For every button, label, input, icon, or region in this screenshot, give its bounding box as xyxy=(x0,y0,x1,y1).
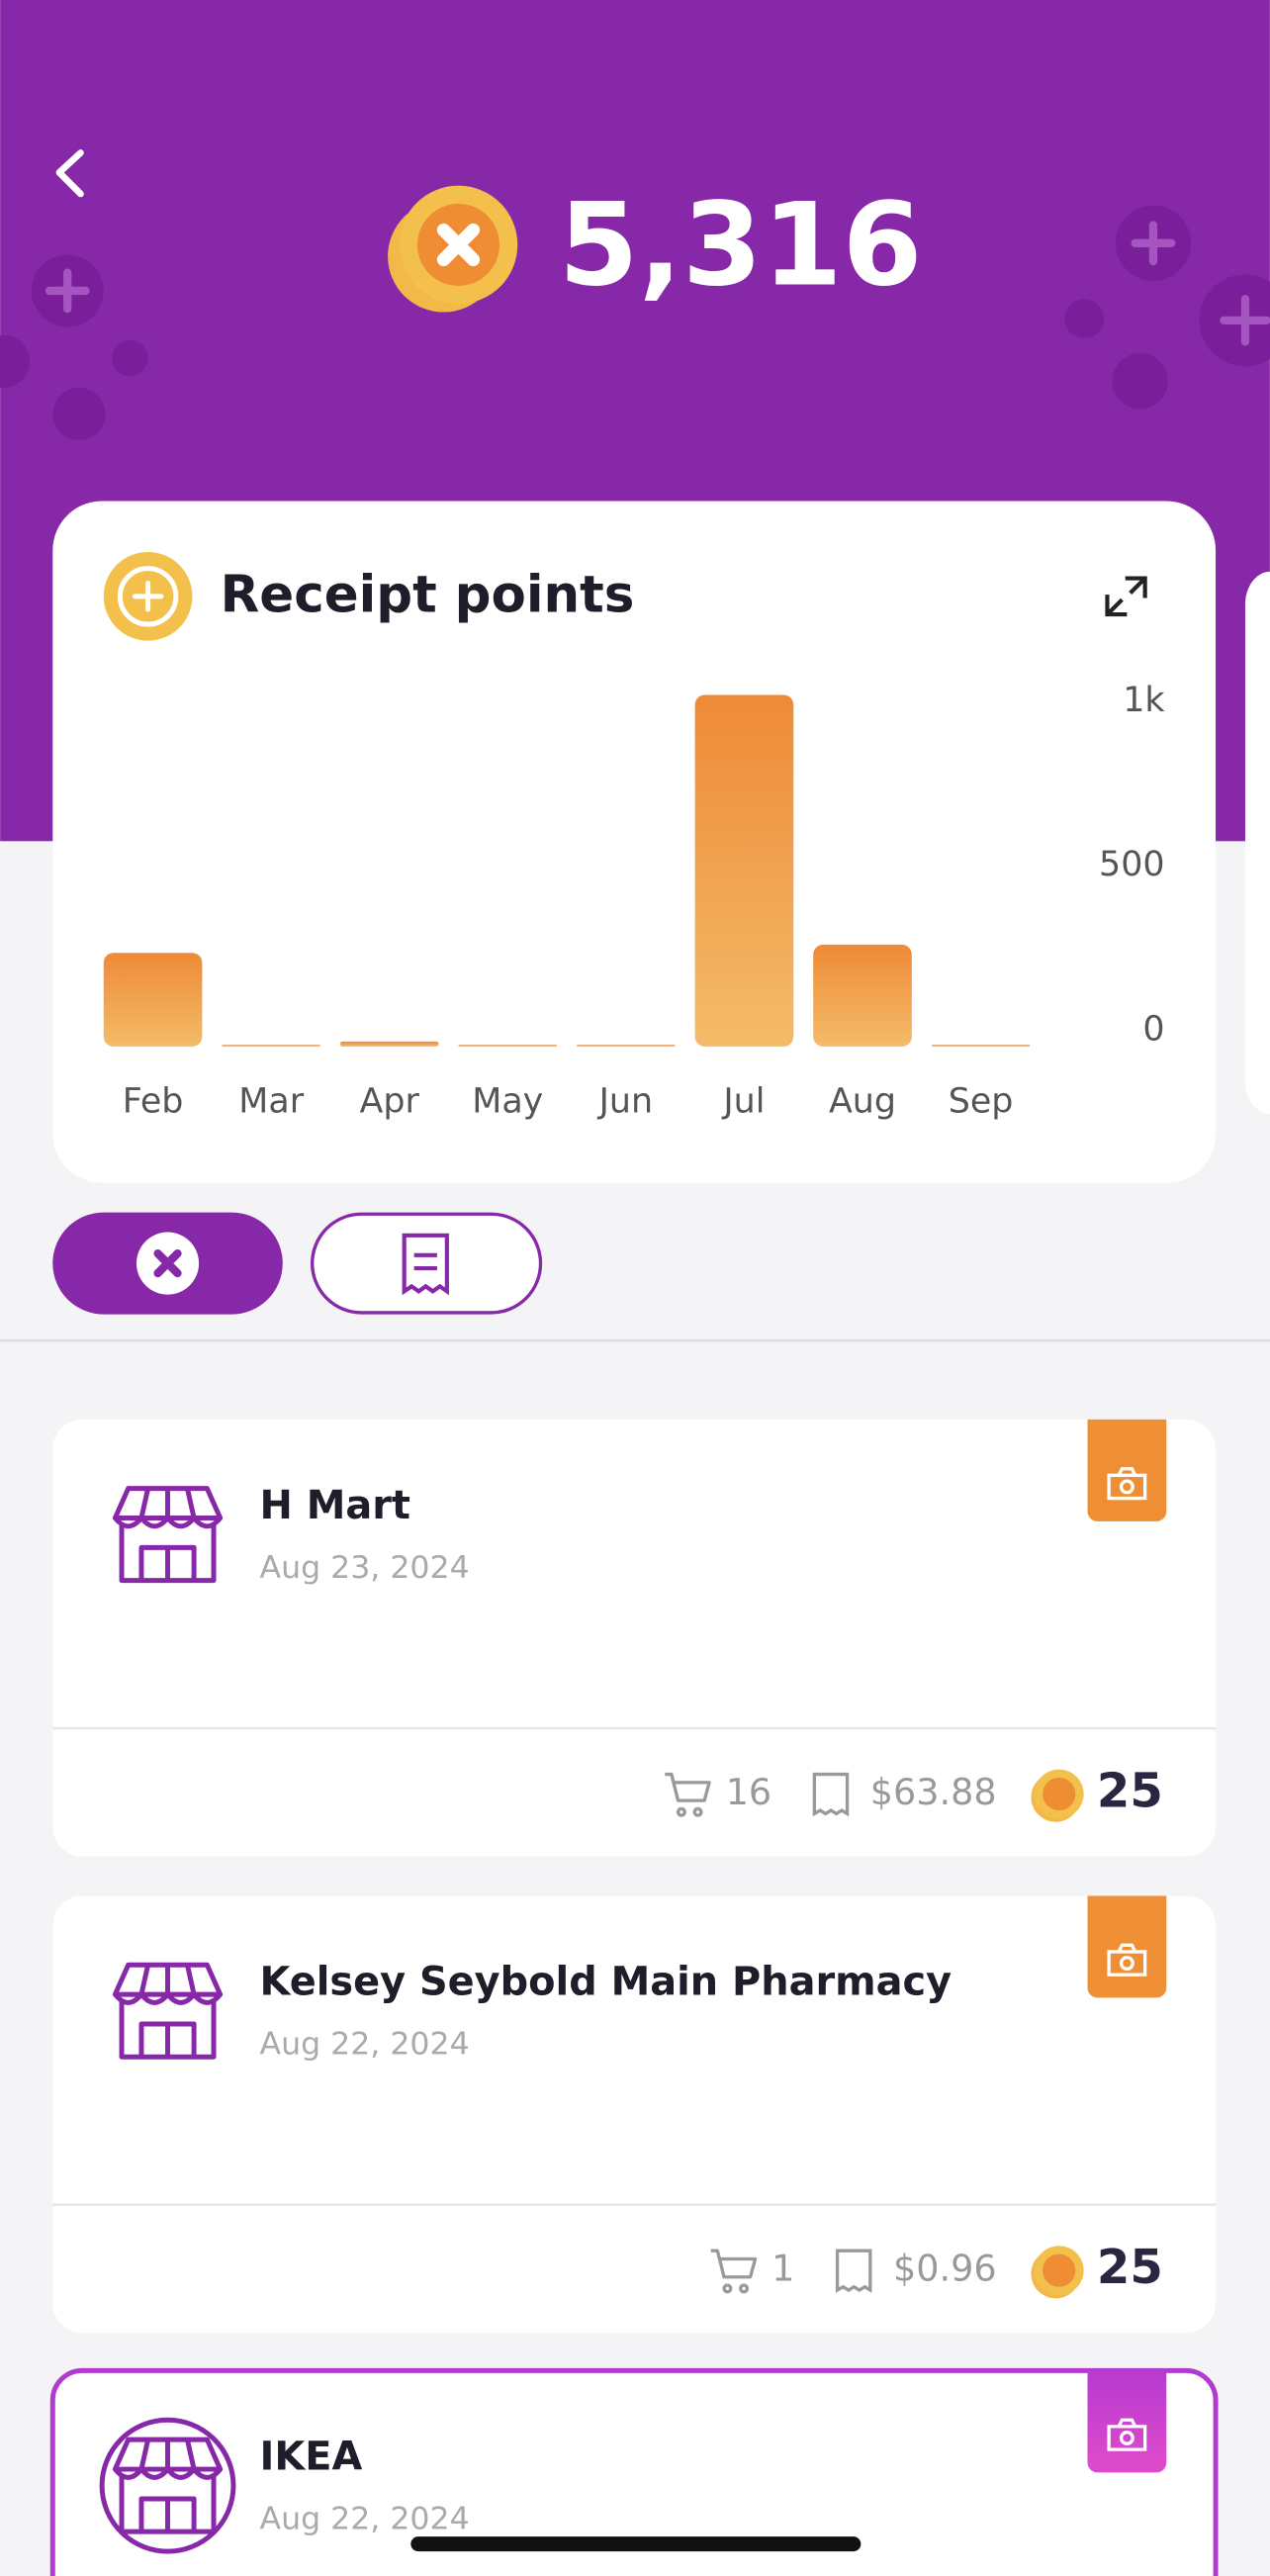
bar xyxy=(339,1041,439,1047)
y-tick-label: 0 xyxy=(1142,1009,1164,1049)
x-tick-label: Feb xyxy=(123,1081,184,1121)
receipt-card[interactable]: H Mart Aug 23, 2024 25 $63.88 16 xyxy=(52,1419,1217,1857)
store-name: H Mart xyxy=(260,1483,410,1528)
bar xyxy=(577,1045,676,1047)
bar xyxy=(694,694,794,1047)
store-stripes xyxy=(138,1964,197,1995)
points-total: 5,316 xyxy=(559,178,923,312)
points-tab-icon xyxy=(136,1232,200,1295)
back-button[interactable] xyxy=(55,149,84,198)
cart-icon xyxy=(710,2249,758,2294)
store-stripes xyxy=(138,1488,197,1519)
receipt-list: H Mart Aug 23, 2024 25 $63.88 16 Kelsey Seybo… xyxy=(49,1419,1219,2576)
x-tick-label: Mar xyxy=(238,1081,304,1121)
card-bg xyxy=(49,2367,1219,2576)
receipts-tab-icon xyxy=(402,1233,449,1296)
x-tick-label: Jul xyxy=(721,1081,765,1121)
cart-icon xyxy=(665,1772,711,1817)
bar xyxy=(458,1045,558,1047)
coin-icon xyxy=(388,185,518,313)
camera-lens xyxy=(1119,2431,1134,2445)
item-count: 16 xyxy=(726,1771,771,1813)
camera-icon xyxy=(1107,1467,1147,1501)
chart: 0 500 1k Feb Mar Apr May Jun Jul Aug Sep xyxy=(103,681,1165,1121)
x-tick-label: Aug xyxy=(829,1081,896,1121)
next-card-peek xyxy=(1244,571,1270,1114)
receipt-total: $0.96 xyxy=(893,2248,997,2290)
expand-button[interactable] xyxy=(1105,576,1147,617)
coin-center xyxy=(1043,1777,1076,1811)
receipt-points: 25 xyxy=(1097,1764,1163,1819)
receipt-total: $63.88 xyxy=(870,1771,997,1813)
receipt-card[interactable]: IKEA Aug 22, 2024 xyxy=(49,2367,1219,2576)
home-indicator xyxy=(410,2536,862,2552)
x-tick-label: Sep xyxy=(949,1081,1014,1121)
receipt-date: Aug 22, 2024 xyxy=(260,2502,470,2537)
bar xyxy=(813,944,912,1047)
total-icon xyxy=(812,1772,850,1817)
chart-card xyxy=(52,501,1217,1183)
x-tick-label: Jun xyxy=(597,1081,653,1121)
store-name: Kelsey Seybold Main Pharmacy xyxy=(260,1960,952,2005)
total-icon xyxy=(835,2249,872,2293)
receipt-points: 25 xyxy=(1097,2240,1163,2295)
y-tick-label: 500 xyxy=(1099,845,1165,884)
bar xyxy=(931,1045,1031,1047)
bar xyxy=(222,1045,320,1047)
x-tick-label: May xyxy=(472,1081,543,1121)
camera-lens xyxy=(1119,1956,1134,1972)
card-bg xyxy=(52,1895,1217,2334)
photo-tag xyxy=(1087,1419,1167,1521)
camera-lens xyxy=(1119,1479,1134,1495)
coin-center xyxy=(1043,2254,1076,2287)
decor-plus xyxy=(45,221,1270,346)
store-icon-ring xyxy=(99,2417,236,2554)
x-tick-label: Apr xyxy=(360,1081,420,1121)
bar xyxy=(103,953,203,1047)
chart-title: Receipt points xyxy=(221,566,635,625)
item-count: 1 xyxy=(771,2248,794,2290)
store-name: IKEA xyxy=(260,2435,363,2480)
receipt-date: Aug 23, 2024 xyxy=(260,1550,470,1586)
camera-icon xyxy=(1107,2418,1147,2451)
receipt-card[interactable]: Kelsey Seybold Main Pharmacy Aug 22, 2024… xyxy=(52,1895,1217,2334)
chart-icon xyxy=(103,552,193,641)
camera-icon xyxy=(1107,1943,1147,1977)
store-stripes xyxy=(138,2438,197,2470)
receipts-tab[interactable] xyxy=(311,1212,543,1315)
card-bg xyxy=(52,1419,1217,1857)
receipt-date: Aug 22, 2024 xyxy=(260,2027,470,2063)
y-tick-label: 1k xyxy=(1123,681,1165,720)
